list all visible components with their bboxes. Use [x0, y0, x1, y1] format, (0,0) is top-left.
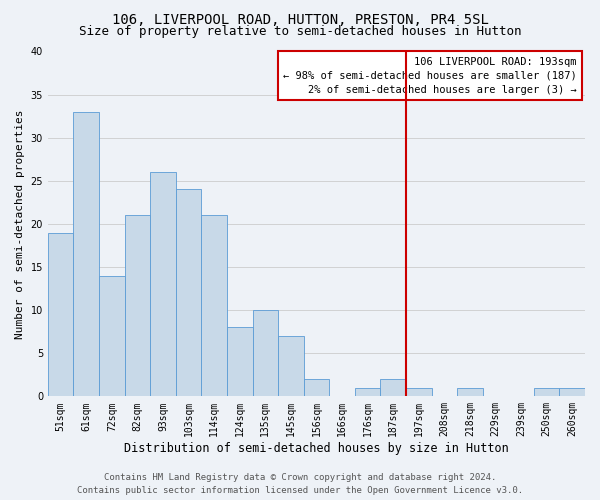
Bar [73, 112, 99, 397]
Bar [457, 388, 482, 396]
Bar [559, 388, 585, 396]
Bar [99, 276, 125, 396]
Text: Contains HM Land Registry data © Crown copyright and database right 2024.
Contai: Contains HM Land Registry data © Crown c… [77, 474, 523, 495]
Bar [278, 336, 304, 396]
Bar [227, 328, 253, 396]
Text: 106, LIVERPOOL ROAD, HUTTON, PRESTON, PR4 5SL: 106, LIVERPOOL ROAD, HUTTON, PRESTON, PR… [112, 12, 488, 26]
Bar [406, 388, 431, 396]
Text: Size of property relative to semi-detached houses in Hutton: Size of property relative to semi-detach… [79, 25, 521, 38]
Bar [380, 379, 406, 396]
X-axis label: Distribution of semi-detached houses by size in Hutton: Distribution of semi-detached houses by … [124, 442, 509, 455]
Bar [202, 216, 227, 396]
Y-axis label: Number of semi-detached properties: Number of semi-detached properties [15, 109, 25, 338]
Bar [150, 172, 176, 396]
Bar [304, 379, 329, 396]
Bar [534, 388, 559, 396]
Bar [48, 232, 73, 396]
Bar [125, 216, 150, 396]
Bar [253, 310, 278, 396]
Text: 106 LIVERPOOL ROAD: 193sqm
← 98% of semi-detached houses are smaller (187)
2% of: 106 LIVERPOOL ROAD: 193sqm ← 98% of semi… [283, 56, 577, 94]
Bar [176, 190, 202, 396]
Bar [355, 388, 380, 396]
